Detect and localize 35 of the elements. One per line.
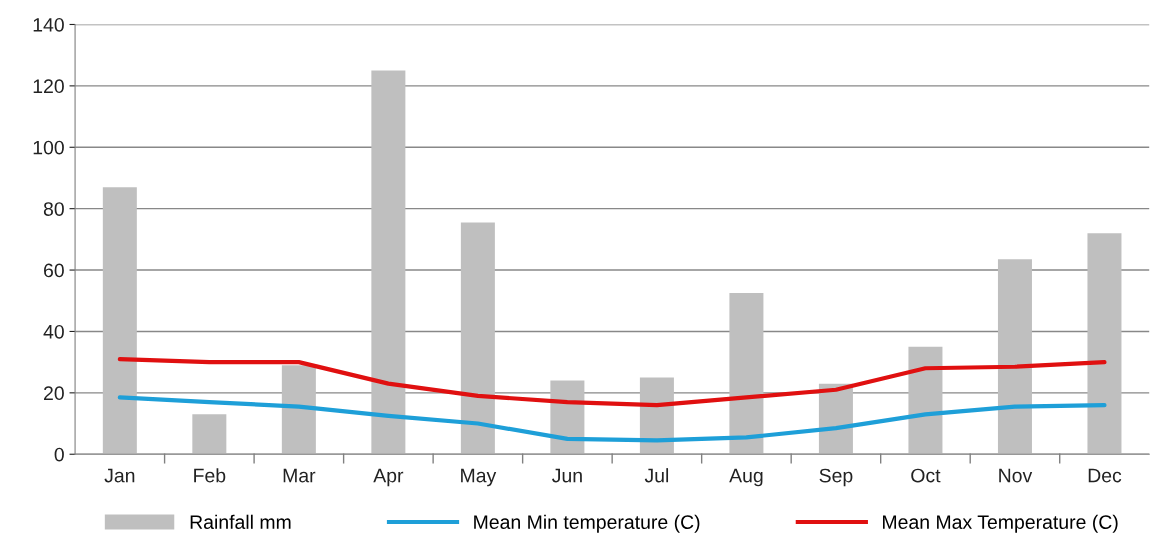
x-tick-label: Nov [999, 468, 1033, 483]
bar [997, 259, 1032, 455]
x-tick-label: Feb [194, 468, 226, 483]
bar [281, 365, 316, 455]
x-tick-label: Jan [104, 468, 135, 483]
x-tick-label: Sep [819, 468, 853, 487]
x-tick-label: Jun [552, 468, 582, 483]
bar [192, 414, 227, 455]
bar [371, 70, 406, 455]
bar [639, 377, 674, 455]
x-tick-label: Jul [644, 468, 669, 483]
y-tick-label: 40 [43, 324, 64, 339]
line-series [117, 356, 1107, 408]
y-tick-label: 100 [33, 140, 64, 155]
bar [908, 346, 943, 455]
x-tick-label: May [461, 468, 497, 487]
line-series [117, 395, 1107, 443]
y-tick-label: 80 [43, 202, 64, 216]
y-tick-label: 0 [54, 447, 64, 462]
x-tick-label: Apr [373, 468, 404, 487]
y-tick-label: 60 [44, 263, 64, 278]
y-tick-label: 20 [44, 386, 64, 401]
y-tick-label: 120 [33, 79, 64, 94]
x-tick-label: Aug [729, 468, 763, 487]
legend-label: Mean Max Temperature (C) [883, 514, 1118, 533]
legend-label: Rainfall mm [190, 514, 291, 529]
bar [460, 222, 495, 455]
bar [1087, 233, 1122, 455]
y-tick-label: 140 [33, 17, 64, 32]
bar [102, 187, 137, 455]
legend-label: Mean Min temperature (C) [474, 514, 700, 533]
x-tick-label: Dec [1088, 468, 1122, 483]
x-tick-label: Oct [911, 468, 941, 483]
x-tick-label: Mar [283, 468, 316, 483]
bar [729, 293, 764, 455]
